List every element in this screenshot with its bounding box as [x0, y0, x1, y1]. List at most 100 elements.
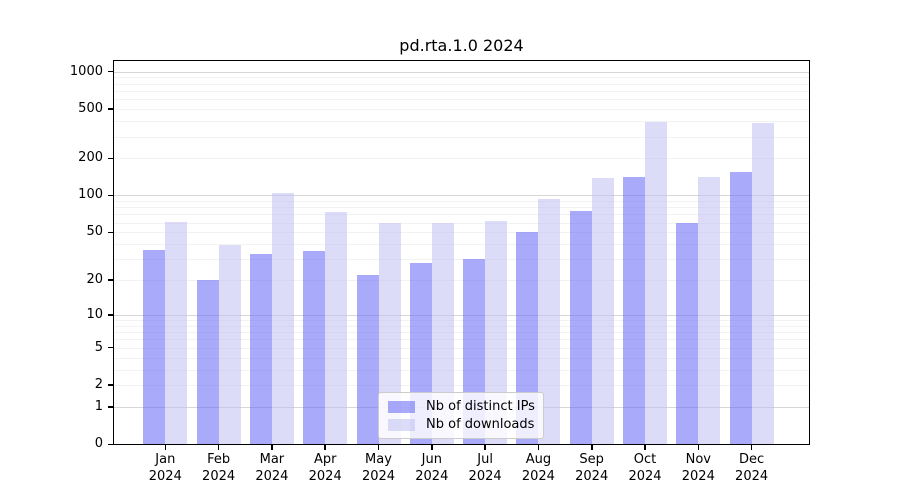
legend-item-downloads: Nb of downloads: [388, 417, 535, 432]
x-tick-label: Jul 2024: [453, 451, 517, 485]
gridline-minor: [113, 280, 810, 282]
bar-distinct-ips: [196, 280, 219, 445]
x-tick-year: 2024: [521, 469, 555, 484]
x-tick-month: Nov: [685, 452, 711, 467]
gridline-minor: [113, 207, 810, 209]
x-tick-month: Jan: [155, 452, 176, 467]
x-tick-month: Mar: [259, 452, 285, 467]
gridline-minor: [113, 339, 810, 341]
x-tick-mark: [644, 445, 646, 450]
bar-distinct-ips: [729, 171, 752, 445]
y-tick-mark: [108, 70, 113, 73]
gridline-major: [113, 71, 810, 73]
x-tick-mark: [271, 445, 273, 450]
bar-downloads: [325, 212, 348, 445]
x-tick-label: Jan 2024: [133, 451, 197, 485]
x-tick-mark: [591, 445, 593, 450]
x-tick-mark: [697, 445, 699, 450]
gridline-minor: [113, 90, 810, 92]
bar-distinct-ips: [623, 177, 645, 445]
gridline-minor: [113, 214, 810, 216]
y-tick-mark: [108, 157, 113, 159]
bar-downloads: [751, 123, 774, 445]
gridline-minor: [113, 77, 810, 79]
y-tick-label: 10: [86, 307, 103, 322]
gridline-major: [113, 195, 810, 197]
gridline-minor: [113, 347, 810, 349]
bar-distinct-ips: [516, 232, 539, 445]
bar-downloads: [698, 177, 721, 445]
x-tick-mark: [377, 445, 380, 450]
x-tick-year: 2024: [735, 469, 769, 484]
gridline-minor: [113, 369, 810, 371]
x-tick-label: Apr 2024: [293, 451, 357, 485]
x-tick-month: May: [365, 452, 392, 467]
gridline-minor: [113, 109, 810, 110]
y-tick-label: 5: [94, 339, 103, 355]
gridline-minor: [113, 357, 810, 359]
x-tick-mark: [217, 445, 220, 450]
y-tick-mark: [108, 279, 113, 281]
gridline-minor: [113, 201, 810, 202]
x-tick-month: Feb: [207, 452, 231, 467]
y-tick-mark: [108, 443, 113, 446]
x-tick-label: Oct 2024: [613, 451, 677, 485]
y-tick-label: 1000: [69, 63, 103, 79]
bar-downloads: [218, 245, 241, 445]
x-tick-month: Dec: [739, 452, 765, 467]
y-tick-label: 20: [86, 272, 103, 288]
legend-swatch-downloads: [388, 418, 415, 431]
gridline-major: [113, 315, 810, 316]
bar-distinct-ips: [569, 211, 592, 445]
x-tick-year: 2024: [681, 469, 715, 484]
x-tick-year: 2024: [361, 469, 396, 484]
x-tick-month: Jul: [477, 452, 493, 467]
bar-distinct-ips: [143, 249, 166, 445]
x-tick-mark: [484, 445, 486, 450]
bar-downloads: [485, 220, 508, 445]
x-tick-mark: [750, 445, 753, 450]
x-tick-month: Jun: [421, 452, 442, 467]
y-tick-label: 200: [78, 150, 103, 166]
x-tick-year: 2024: [202, 469, 236, 484]
gridline-minor: [113, 136, 810, 138]
bar-downloads: [378, 222, 401, 445]
x-tick-label: Jun 2024: [400, 451, 464, 485]
x-tick-month: Apr: [313, 452, 337, 467]
x-tick-label: May 2024: [347, 451, 411, 485]
y-tick-label: 2: [94, 377, 103, 392]
bar-downloads: [271, 192, 294, 445]
x-tick-year: 2024: [255, 469, 289, 484]
bar-downloads: [591, 178, 614, 445]
bar-distinct-ips: [676, 222, 699, 445]
bar-distinct-ips: [249, 254, 272, 445]
plot-area: [113, 60, 810, 445]
bar-downloads: [431, 222, 454, 445]
x-tick-year: 2024: [468, 469, 502, 484]
bar-downloads: [645, 122, 667, 445]
x-tick-month: Oct: [633, 452, 657, 467]
x-tick-mark: [537, 445, 540, 450]
x-tick-mark: [431, 445, 433, 450]
legend: Nb of distinct IPs Nb of downloads: [378, 392, 544, 439]
gridline-minor: [113, 121, 810, 122]
x-tick-year: 2024: [575, 469, 609, 484]
x-tick-label: Mar 2024: [240, 451, 304, 485]
y-tick-label: 0: [94, 436, 103, 452]
legend-item-distinct-ips: Nb of distinct IPs: [388, 399, 535, 414]
y-tick-mark: [108, 231, 113, 233]
legend-label-distinct-ips: Nb of distinct IPs: [426, 399, 535, 414]
gridline-minor: [113, 232, 810, 234]
y-tick-mark: [108, 406, 113, 408]
gridline-minor: [113, 222, 810, 224]
x-tick-label: Sep 2024: [560, 451, 624, 485]
legend-label-downloads: Nb of downloads: [426, 417, 535, 432]
gridline-minor: [113, 259, 810, 261]
x-tick-label: Nov 2024: [666, 451, 730, 485]
y-tick-label: 1: [94, 398, 103, 414]
legend-swatch-distinct-ips: [388, 400, 415, 413]
gridline-minor: [113, 244, 810, 245]
gridline-minor: [113, 385, 810, 386]
y-tick-mark: [108, 346, 113, 349]
